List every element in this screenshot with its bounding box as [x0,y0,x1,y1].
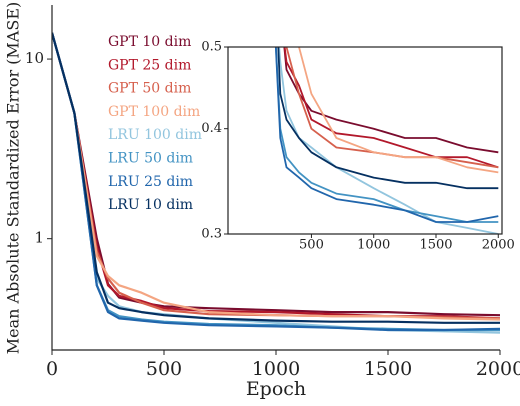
inset-line [275,47,499,223]
inset-x-tick-label: 1500 [419,238,452,253]
main-line [52,32,500,321]
y-tick-label: 10 [25,49,44,67]
x-tick-label: 500 [146,358,182,380]
x-tick-label: 0 [46,358,58,380]
y-tick-label: 1 [34,229,44,247]
legend-entry: LRU 25 dim [108,174,193,190]
x-tick-label: 1500 [364,358,412,380]
inset-frame [227,46,503,235]
inset-bg [228,47,502,234]
main-line [52,32,500,324]
legend-entry: LRU 50 dim [108,151,193,167]
inset-lines [274,47,499,234]
inset-x-tick-label: 500 [299,238,324,253]
inset-y-tick-label: 0.4 [201,121,222,136]
inset-y-tick-label: 0.5 [201,40,222,55]
legend-entry: GPT 25 dim [108,57,191,73]
legend-entry: GPT 100 dim [108,104,200,120]
x-axis-label: Epoch [246,378,306,400]
inset-line [274,47,499,223]
legend-entry: GPT 50 dim [108,81,191,97]
legend-entry: GPT 10 dim [108,34,191,50]
x-tick-label: 2000 [476,358,520,380]
main-lines [52,32,500,334]
x-tick-label: 1000 [252,358,300,380]
inset-line [277,47,499,190]
legend-entry: LRU 10 dim [108,197,193,213]
inset-line [298,47,499,174]
y-axis-label: Mean Absolute Standardized Error (MASE) [4,2,23,354]
inset-x-tick-label: 2000 [482,238,515,253]
main-line [52,32,500,332]
inset-y-tick-label: 0.3 [201,227,222,242]
main-line [52,32,500,317]
inset-x-tick-label: 1000 [357,238,390,253]
legend-entry: LRU 100 dim [108,127,202,143]
inset-line [283,47,499,154]
